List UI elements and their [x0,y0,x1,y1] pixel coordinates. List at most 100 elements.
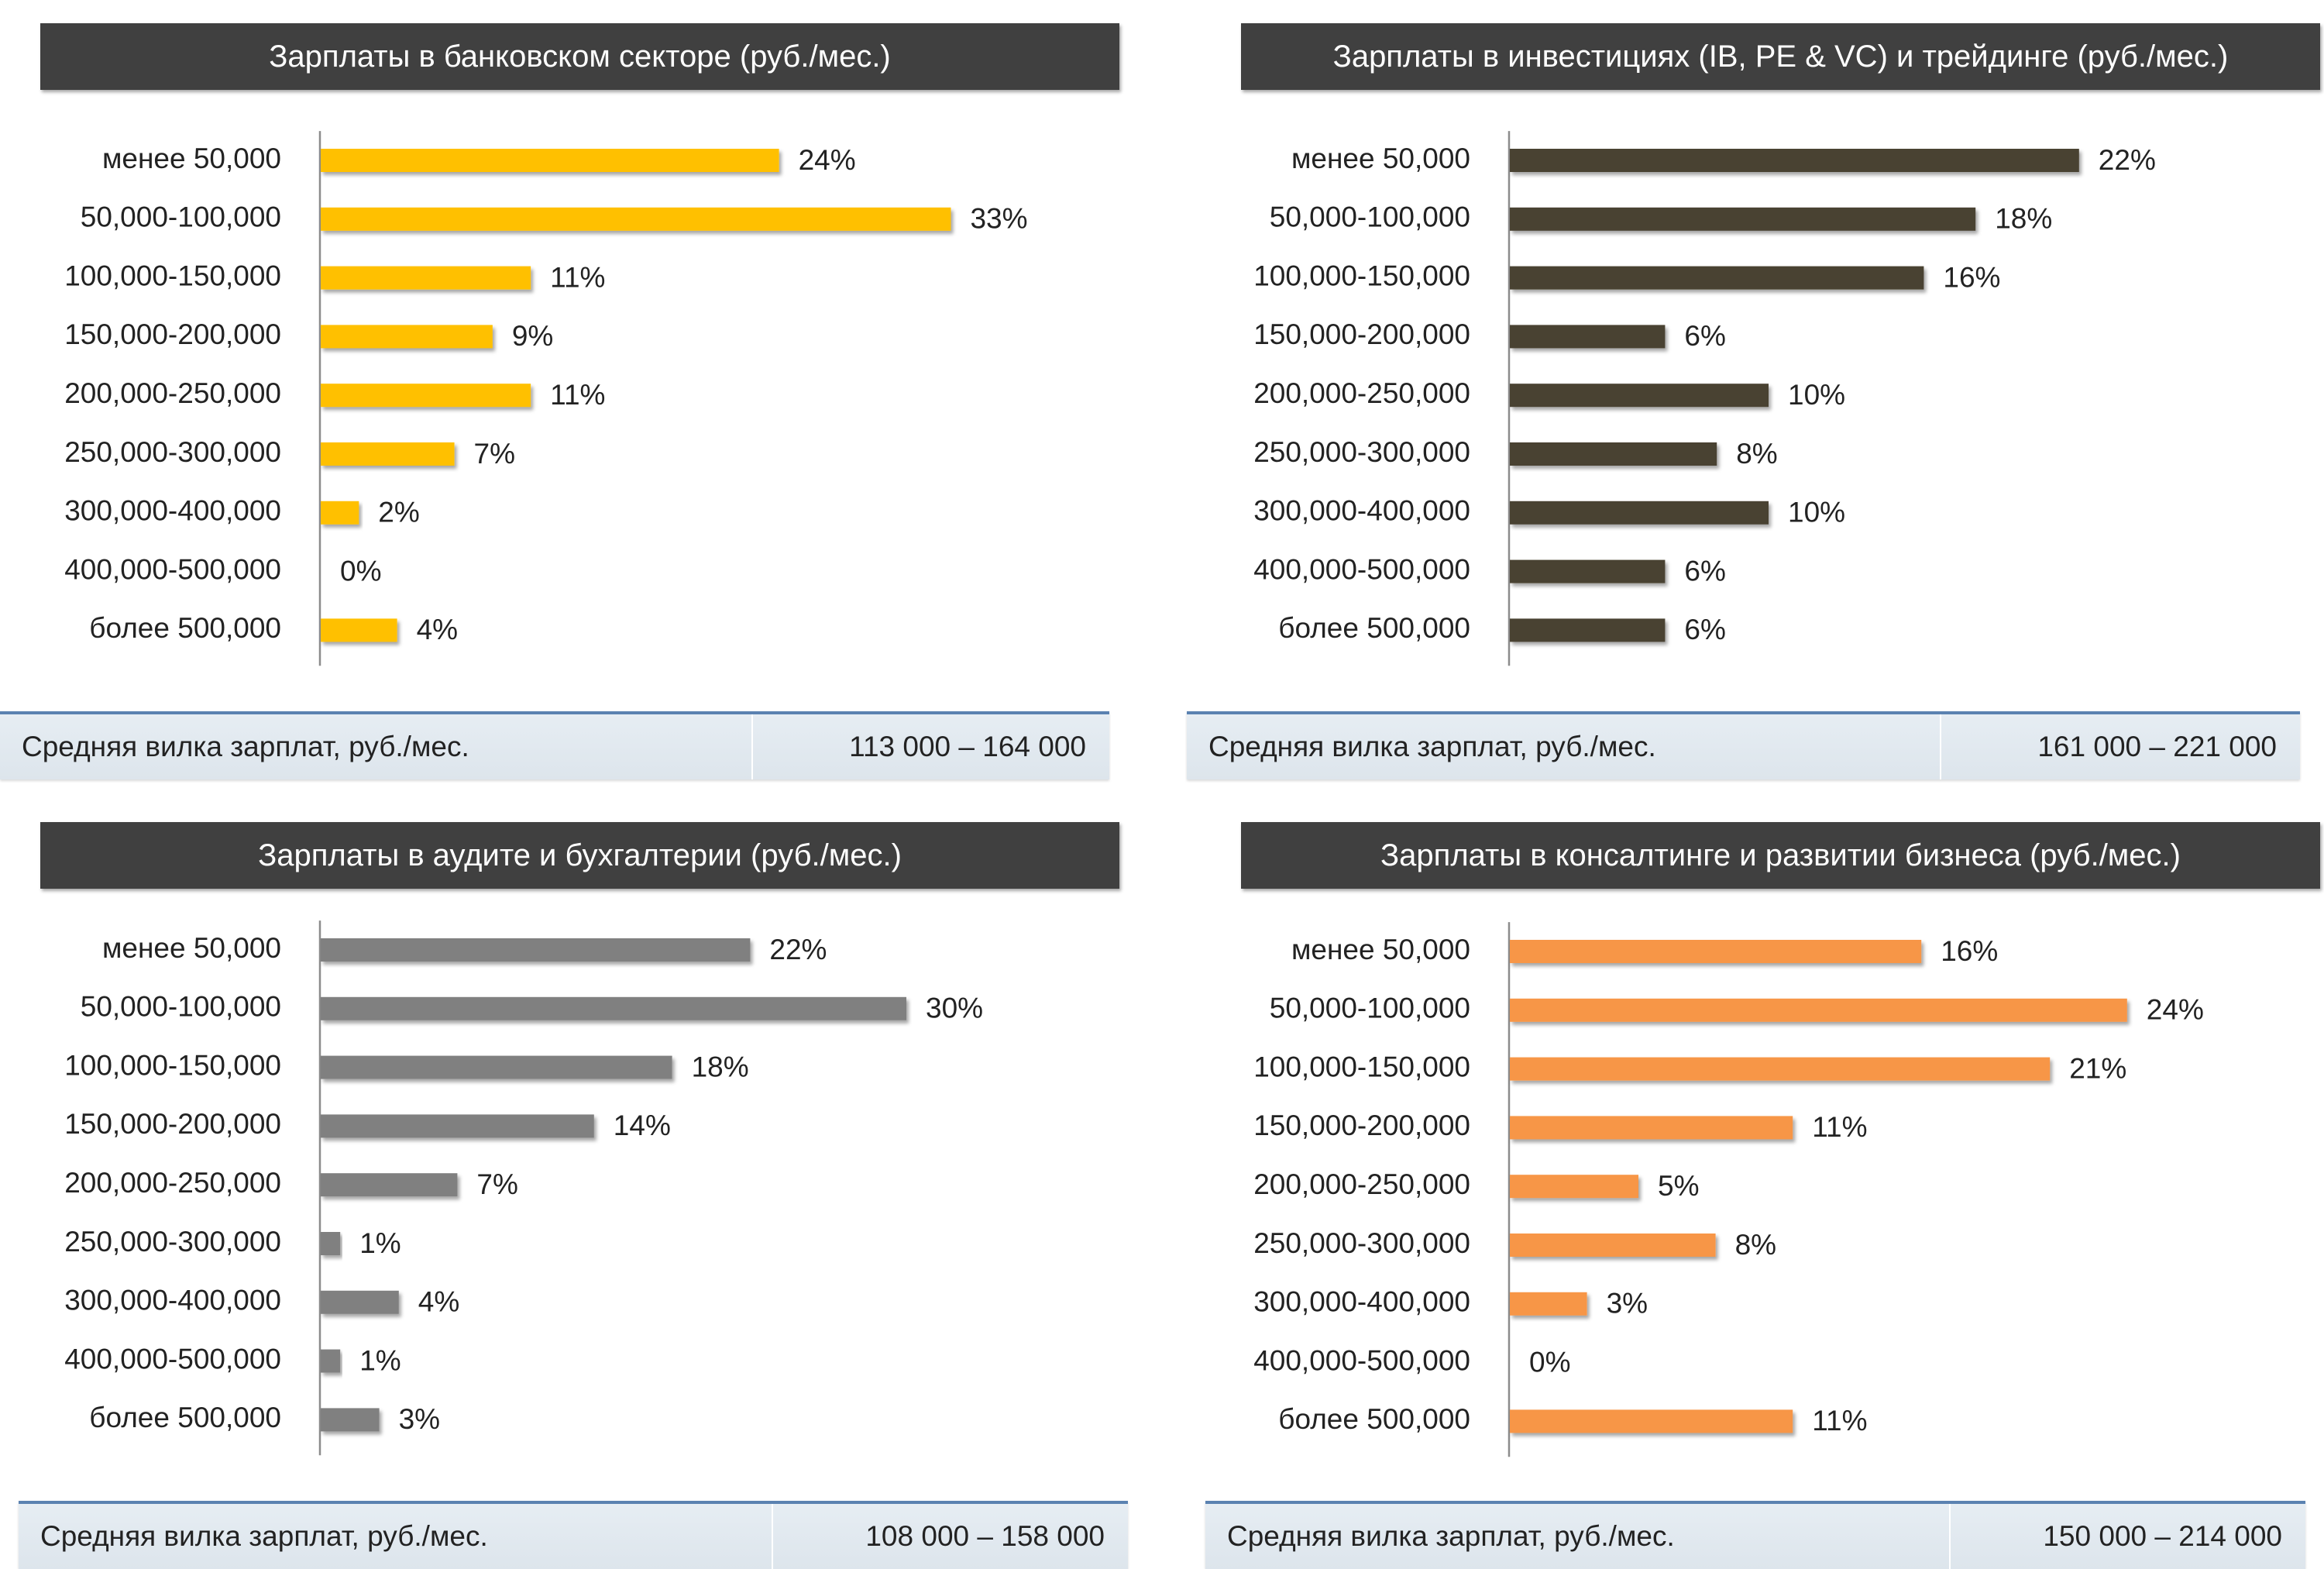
bar [1510,384,1769,408]
value-label: 18% [692,1051,749,1082]
salary-range-value: 108 000 – 158 000 [865,1520,1105,1552]
value-label: 7% [476,1168,517,1200]
value-label: 16% [1941,935,1998,967]
salary-range-label: Средняя вилка зарплат, руб./мес. [1227,1520,1675,1552]
value-label: 11% [1812,1111,1867,1143]
value-label: 5% [1658,1170,1699,1202]
value-label: 11% [550,379,605,411]
category-label: 100,000-150,000 [1253,260,1470,291]
category-label: 250,000-300,000 [1253,1227,1470,1259]
value-label: 3% [1607,1288,1648,1320]
bar [1510,1234,1716,1257]
value-label: 33% [970,203,1027,235]
category-label: менее 50,000 [102,143,281,174]
bar [1510,1116,1793,1140]
salary-range-value: 150 000 – 214 000 [2043,1520,2282,1552]
footer-divider [1949,1504,1951,1569]
bar [1510,1409,1793,1433]
category-label: 400,000-500,000 [1253,1344,1470,1376]
chart-title-banking: Зарплаты в банковском секторе (руб./мес.… [40,23,1119,90]
salary-range-label: Средняя вилка зарплат, руб./мес. [1208,731,1656,762]
category-label: 100,000-150,000 [64,1049,281,1081]
value-label: 10% [1788,497,1845,528]
category-label: менее 50,000 [102,932,281,964]
category-label: 250,000-300,000 [64,436,281,468]
category-label: 400,000-500,000 [64,553,281,585]
value-label: 30% [926,993,983,1024]
value-label: 22% [769,934,827,965]
value-label: 4% [417,614,458,645]
bar-chart-consulting: менее 50,000 16% 50,000-100,000 24% 100,000-… [1253,922,2204,1457]
bar-chart-audit: менее 50,000 22% 50,000-100,000 30% 100,000-… [64,920,983,1456]
value-label: 8% [1735,1229,1776,1261]
category-label: 150,000-200,000 [64,1108,281,1140]
bar [1510,325,1666,349]
category-label: 200,000-250,000 [1253,377,1470,409]
value-label: 0% [1529,1346,1570,1378]
bar-chart-investments: менее 50,000 22% 50,000-100,000 18% 100,000-… [1253,131,2156,666]
bar [1510,940,1922,963]
category-label: 100,000-150,000 [64,260,281,291]
bar [1510,559,1666,583]
category-label: 150,000-200,000 [64,318,281,350]
footer-divider [1940,714,1941,779]
category-label: 100,000-150,000 [1253,1051,1470,1082]
value-label: 22% [2099,144,2156,176]
value-label: 6% [1684,320,1725,352]
category-label: менее 50,000 [1291,143,1470,174]
bar [321,501,359,525]
bar [1510,1292,1587,1316]
value-label: 1% [359,1227,401,1259]
category-label: 150,000-200,000 [1253,318,1470,350]
bar-chart-banking: менее 50,000 24% 50,000-100,000 33% 100,000-… [64,131,1028,666]
bar [321,325,493,349]
category-label: 200,000-250,000 [64,377,281,409]
footer-divider [772,1504,773,1569]
value-label: 16% [1943,261,2000,293]
value-label: 9% [512,320,553,352]
category-label: 300,000-400,000 [1253,495,1470,527]
bar [321,149,779,172]
salary-range-footer-consulting: Средняя вилка зарплат, руб./мес. 150 000… [1205,1501,2305,1569]
salary-range-footer-investments: Средняя вилка зарплат, руб./мес. 161 000… [1187,711,2300,779]
bar [321,1055,672,1079]
bar [1510,266,1924,290]
category-label: 250,000-300,000 [64,1226,281,1258]
value-label: 6% [1684,555,1725,587]
bar [1510,998,2127,1022]
salary-range-footer-banking: Средняя вилка зарплат, руб./мес. 113 000… [0,711,1109,779]
bar [321,384,531,408]
category-label: 50,000-100,000 [81,991,281,1023]
bar [321,1232,341,1255]
chart-title-audit: Зарплаты в аудите и бухгалтерии (руб./ме… [40,822,1119,889]
category-label: 50,000-100,000 [1270,993,1470,1024]
value-label: 14% [614,1110,671,1141]
value-label: 6% [1684,614,1725,645]
bar [1510,442,1717,466]
bar [1510,1175,1638,1199]
value-label: 3% [399,1403,440,1435]
bar [321,1349,341,1373]
category-label: более 500,000 [1278,612,1470,644]
bar [321,1173,458,1197]
category-label: 150,000-200,000 [1253,1110,1470,1141]
bar [321,938,751,962]
bar [1510,618,1666,642]
value-label: 7% [474,438,515,470]
value-label: 0% [340,555,381,587]
category-label: менее 50,000 [1291,934,1470,965]
category-label: 400,000-500,000 [1253,553,1470,585]
bar [321,1408,380,1432]
value-label: 24% [2147,994,2204,1026]
category-label: 50,000-100,000 [81,201,281,233]
value-label: 2% [378,497,419,528]
bar [321,442,455,466]
category-label: 300,000-400,000 [64,495,281,527]
salary-range-label: Средняя вилка зарплат, руб./мес. [40,1520,488,1552]
bar [321,996,906,1020]
value-label: 24% [799,144,856,176]
value-label: 1% [359,1344,401,1376]
category-label: 300,000-400,000 [1253,1286,1470,1318]
value-label: 10% [1788,379,1845,411]
category-label: 250,000-300,000 [1253,436,1470,468]
